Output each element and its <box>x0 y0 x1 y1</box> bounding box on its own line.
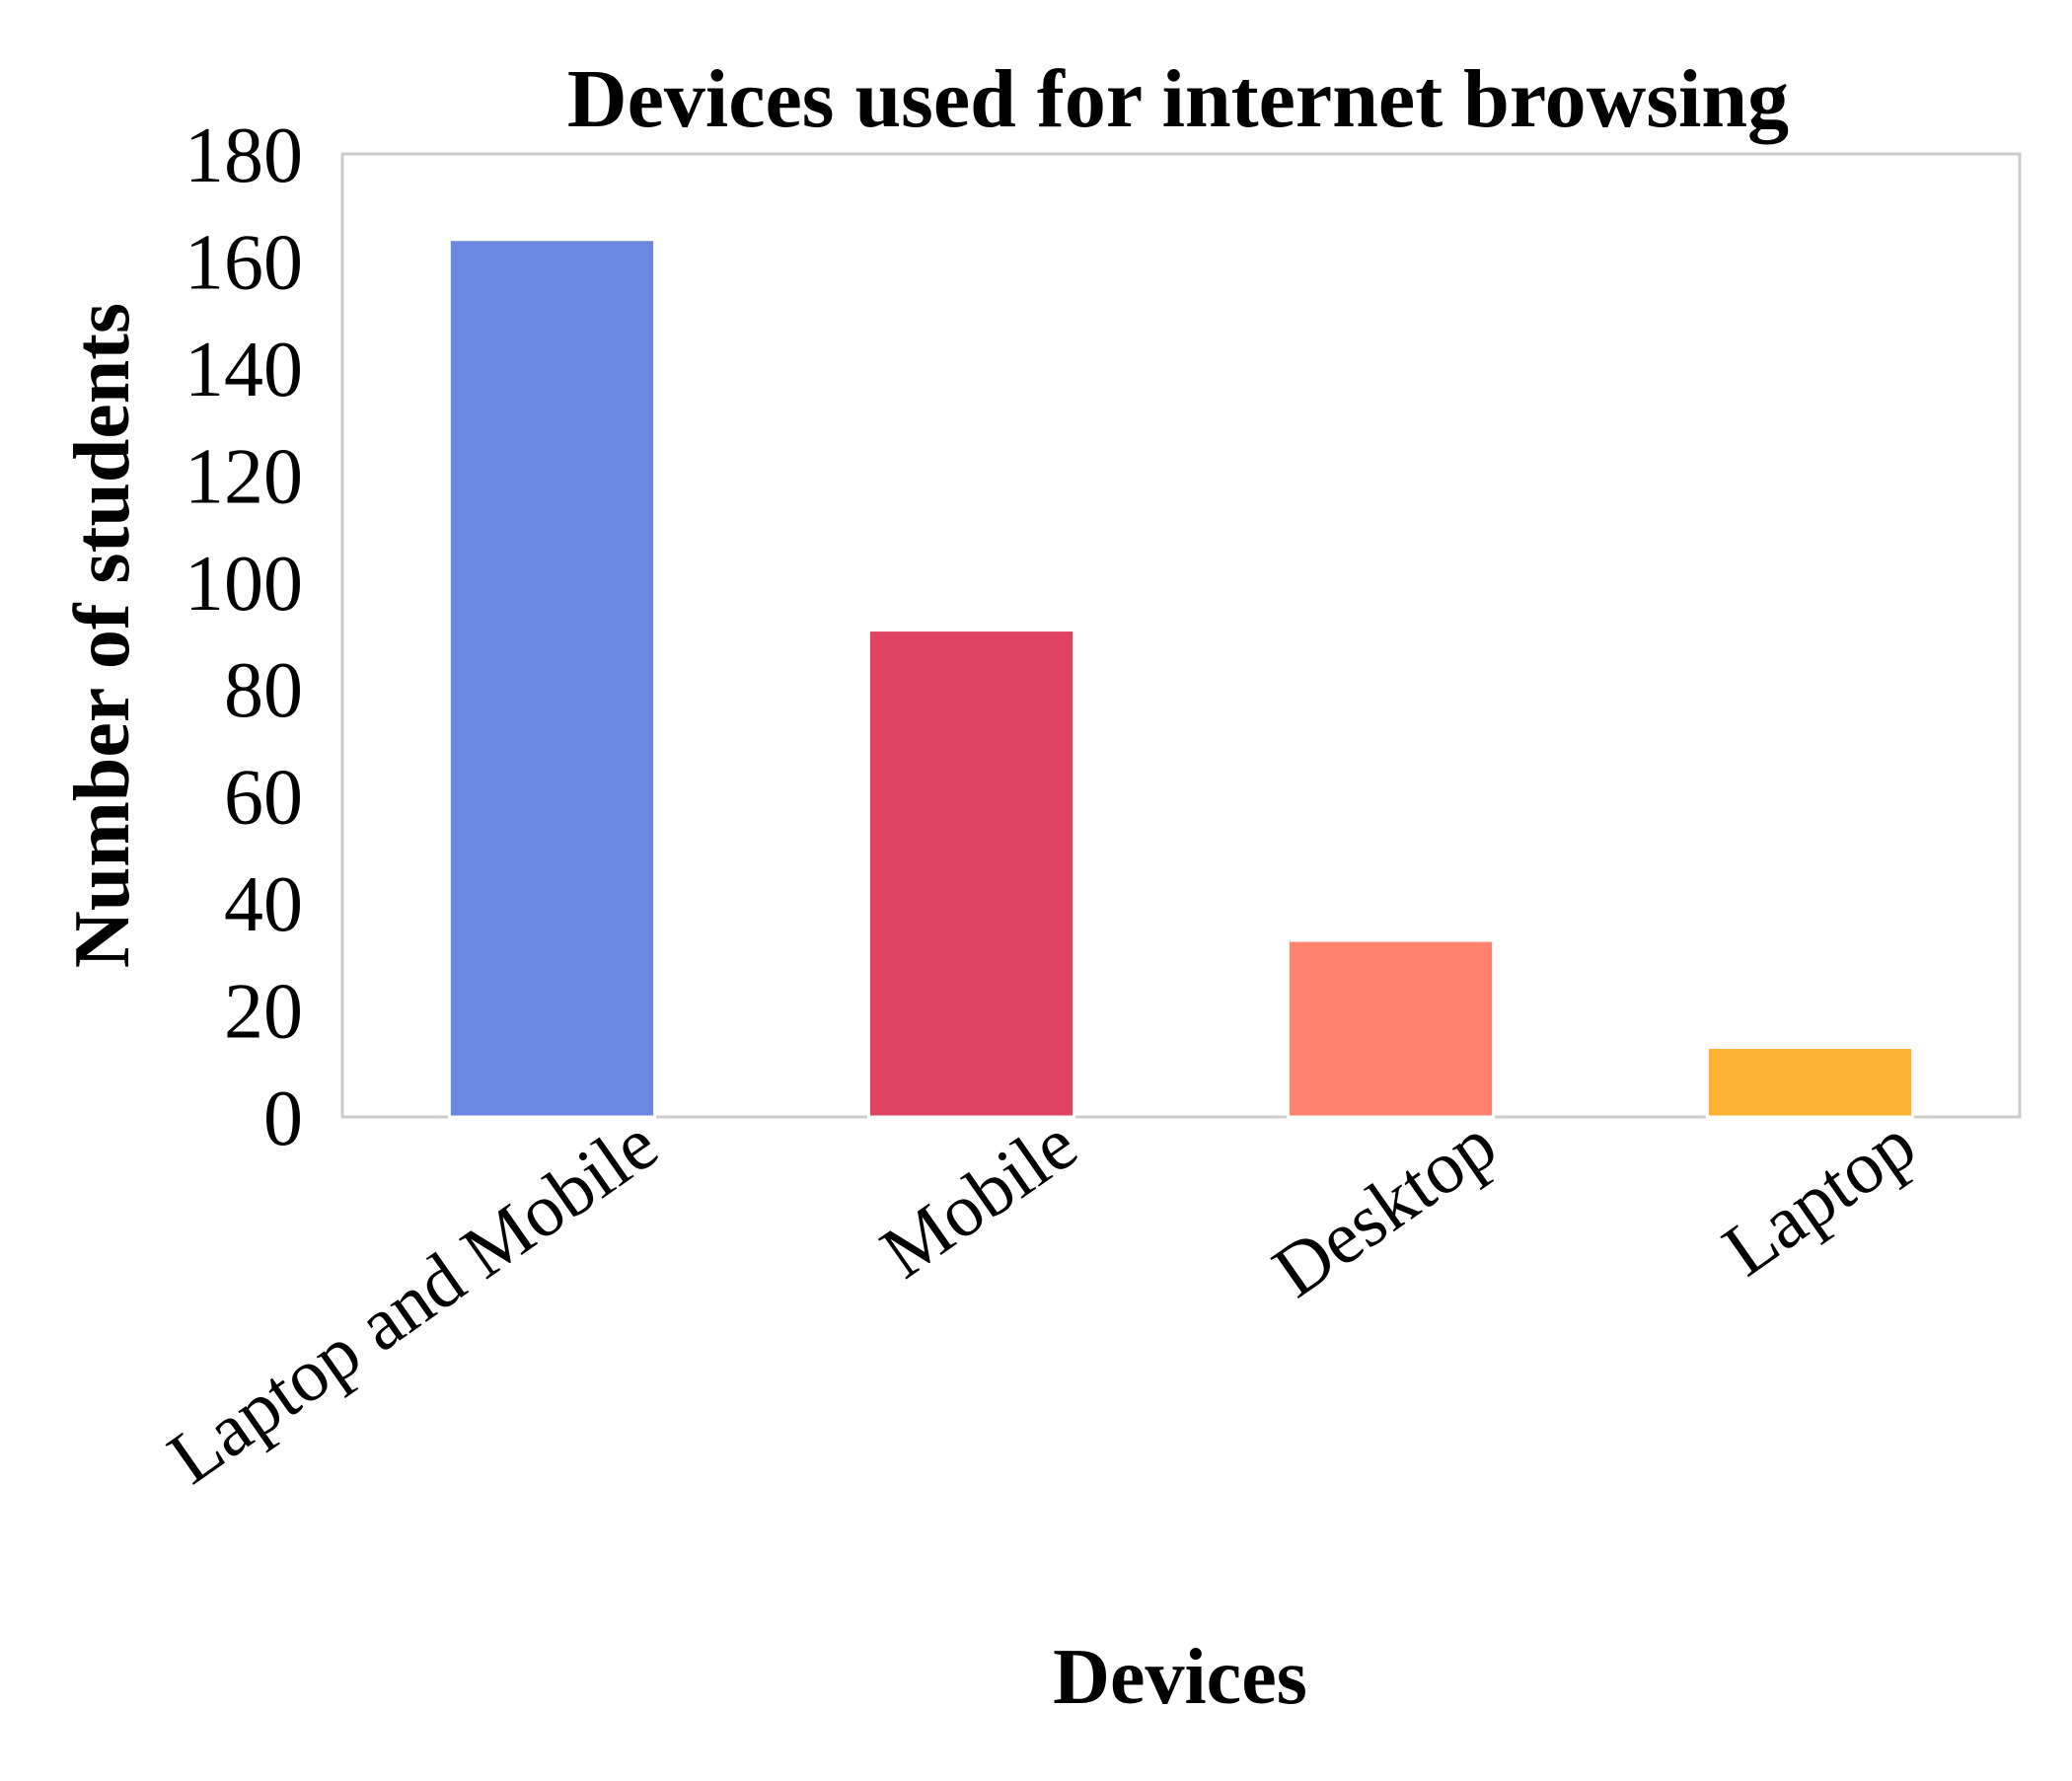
bar-mobile <box>866 629 1076 1119</box>
x-tick-label: Desktop <box>1259 1102 1512 1313</box>
bar-laptop-and-mobile <box>447 238 657 1119</box>
y-tick-label: 100 <box>185 541 303 628</box>
y-tick-label: 80 <box>224 647 303 734</box>
y-axis-ticks: 0 20 40 60 80 100 120 140 160 180 <box>185 112 303 1162</box>
y-tick-label: 40 <box>224 861 303 948</box>
x-axis-ticks: Laptop and Mobile Mobile Desktop Laptop <box>154 1102 1930 1500</box>
x-tick-label: Laptop <box>1709 1102 1931 1292</box>
x-axis-label: Devices <box>1053 1634 1307 1721</box>
y-tick-label: 0 <box>263 1076 303 1162</box>
y-tick-label: 140 <box>185 327 303 413</box>
plot-area <box>340 152 2022 1119</box>
y-tick-label: 60 <box>224 755 303 842</box>
y-tick-label: 180 <box>185 112 303 199</box>
x-tick-label: Mobile <box>866 1102 1091 1295</box>
y-tick-label: 20 <box>224 969 303 1056</box>
y-tick-label: 120 <box>185 433 303 520</box>
y-tick-label: 160 <box>185 219 303 306</box>
chart-title: Devices used for internet browsing <box>567 53 1789 145</box>
y-axis-label: Number of students <box>59 303 146 968</box>
bar-desktop <box>1286 938 1496 1119</box>
bars-group <box>447 238 1915 1119</box>
bar-laptop <box>1705 1046 1915 1119</box>
x-tick-label: Laptop and Mobile <box>154 1102 672 1500</box>
